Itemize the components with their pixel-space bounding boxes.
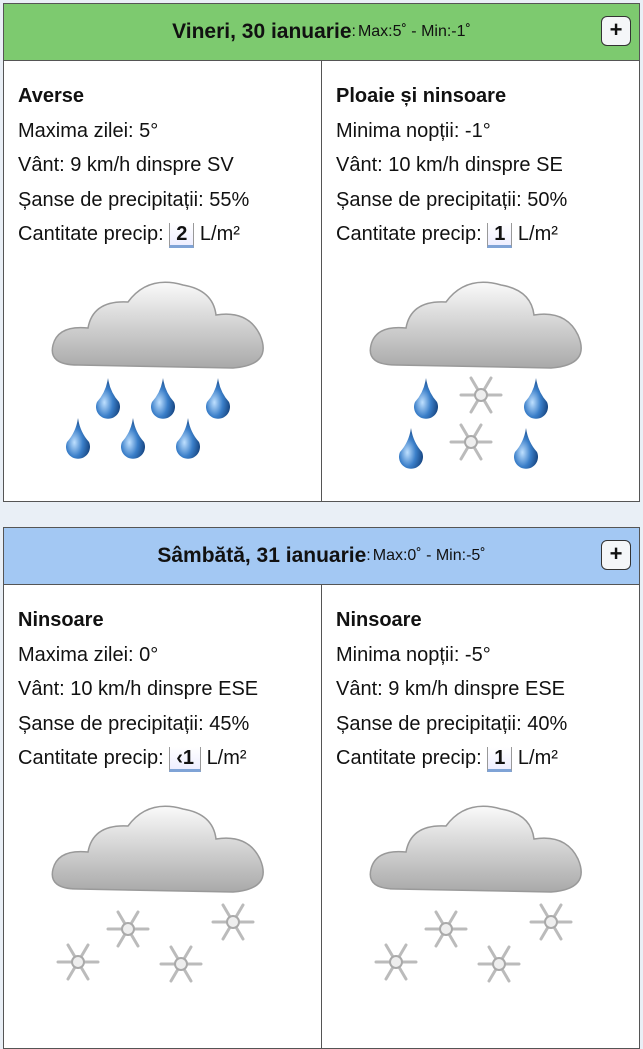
- wind: Vânt: 9 km/h dinspre ESE: [336, 678, 566, 700]
- temperature: Minima nopții: -5°: [336, 643, 491, 666]
- precip-chance: Șanse de precipitații: 45%: [18, 712, 250, 735]
- separator: :: [366, 547, 371, 564]
- qty-value: 1: [487, 747, 513, 772]
- qty-unit: L/m²: [517, 223, 558, 245]
- day-part: Averse Maxima zilei: 5° Vânt: 9 km/h din…: [4, 61, 322, 501]
- day-date: Vineri, 30 ianuarie: [172, 20, 352, 43]
- day-minmax: Max:0˚ - Min:-5˚: [372, 547, 486, 564]
- qty-value: 2: [169, 223, 195, 248]
- day-card-saturday: Sâmbătă, 31 ianuarie: Max:0˚ - Min:-5˚ +…: [3, 527, 640, 1049]
- separator: :: [351, 23, 356, 40]
- condition-title: Ploaie și ninsoare: [336, 85, 507, 107]
- condition-title: Ninsoare: [18, 609, 104, 631]
- qty-label: Cantitate precip:: [336, 223, 482, 245]
- qty-label: Cantitate precip:: [18, 747, 164, 769]
- cloud-snow-icon: [369, 805, 582, 982]
- temperature: Maxima zilei: 0°: [18, 643, 159, 666]
- qty-unit: L/m²: [206, 747, 247, 769]
- qty-unit: L/m²: [199, 223, 240, 245]
- qty-value: 1: [487, 223, 513, 248]
- qty-label: Cantitate precip:: [18, 223, 164, 245]
- precip-chance: Șanse de precipitații: 50%: [336, 188, 568, 211]
- night-part: Ninsoare Minima nopții: -5° Vânt: 9 km/h…: [322, 585, 639, 1048]
- cloud-rain-snow-icon: [369, 281, 582, 469]
- expand-button[interactable]: +: [601, 16, 631, 46]
- night-part: Ploaie și ninsoare Minima nopții: -1° Vâ…: [322, 61, 639, 501]
- cloud-rain-icon: [51, 281, 264, 459]
- precip-quantity: Cantitate precip: 1 L/m²: [336, 741, 639, 776]
- temperature: Maxima zilei: 5°: [18, 119, 159, 142]
- day-header: Sâmbătă, 31 ianuarie: Max:0˚ - Min:-5˚ +: [4, 528, 639, 585]
- precip-chance: Șanse de precipitații: 55%: [18, 188, 250, 211]
- cloud-snow-icon: [51, 805, 264, 982]
- wind: Vânt: 10 km/h dinspre ESE: [18, 678, 259, 700]
- condition-title: Averse: [18, 85, 84, 107]
- day-header: Vineri, 30 ianuarie: Max:5˚ - Min:-1˚ +: [4, 4, 639, 61]
- day-part: Ninsoare Maxima zilei: 0° Vânt: 10 km/h …: [4, 585, 322, 1048]
- condition-title: Ninsoare: [336, 609, 422, 631]
- qty-value: ‹1: [169, 747, 201, 772]
- wind: Vânt: 9 km/h dinspre SV: [18, 154, 234, 176]
- qty-unit: L/m²: [517, 747, 558, 769]
- precip-chance: Șanse de precipitații: 40%: [336, 712, 568, 735]
- precip-quantity: Cantitate precip: ‹1 L/m²: [18, 741, 321, 776]
- wind: Vânt: 10 km/h dinspre SE: [336, 154, 563, 176]
- temperature: Minima nopții: -1°: [336, 119, 491, 142]
- day-card-friday: Vineri, 30 ianuarie: Max:5˚ - Min:-1˚ + …: [3, 3, 640, 502]
- precip-quantity: Cantitate precip: 1 L/m²: [336, 217, 639, 252]
- expand-button[interactable]: +: [601, 540, 631, 570]
- qty-label: Cantitate precip:: [336, 747, 482, 769]
- precip-quantity: Cantitate precip: 2 L/m²: [18, 217, 321, 252]
- day-minmax: Max:5˚ - Min:-1˚: [357, 23, 471, 40]
- day-date: Sâmbătă, 31 ianuarie: [157, 544, 367, 567]
